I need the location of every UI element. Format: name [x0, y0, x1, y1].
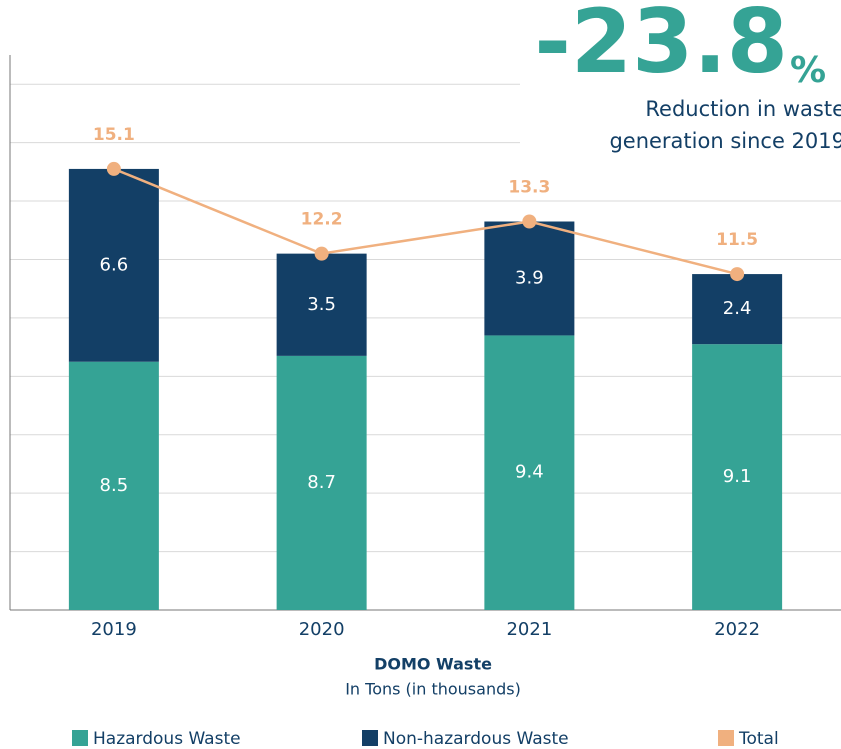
- data-label: 2.4: [723, 298, 752, 319]
- x-tick-label: 2021: [506, 619, 552, 640]
- bar-segment: [276, 253, 367, 356]
- bar-segment: [68, 361, 159, 610]
- legend-swatch: [362, 730, 378, 746]
- total-label: 12.2: [301, 210, 343, 230]
- bar-segment: [484, 221, 575, 336]
- legend-swatch: [718, 730, 734, 746]
- data-label: 3.5: [307, 294, 336, 315]
- legend-swatch: [72, 730, 88, 746]
- data-label: 9.4: [515, 462, 544, 483]
- data-label: 8.7: [307, 472, 336, 493]
- legend-label: Hazardous Waste: [93, 729, 241, 749]
- x-tick-label: 2022: [714, 619, 760, 640]
- x-tick-label: 2020: [299, 619, 345, 640]
- data-label: 8.5: [100, 475, 129, 496]
- bar-segment: [692, 344, 783, 610]
- x-axis-label: DOMO Waste: [374, 655, 492, 674]
- annotation-text: Reduction in waste: [645, 97, 841, 121]
- annotation-text: generation since 2019: [609, 129, 841, 153]
- annotation-bg: [520, 0, 841, 170]
- total-point: [522, 214, 537, 229]
- bar-segment: [692, 274, 783, 345]
- total-line: [113, 167, 738, 276]
- data-label: 9.1: [723, 466, 752, 487]
- total-label: 11.5: [716, 230, 758, 250]
- bar-segment: [484, 335, 575, 610]
- x-tick-label: 2019: [91, 619, 137, 640]
- total-label: 15.1: [93, 125, 135, 145]
- total-point: [314, 246, 329, 261]
- total-point: [106, 161, 121, 176]
- data-label: 6.6: [100, 254, 129, 275]
- bar-segment: [68, 168, 159, 362]
- legend-label: Total: [738, 729, 779, 749]
- annotation-headline: -23.8: [534, 0, 788, 93]
- total-point: [730, 267, 745, 282]
- data-label: 3.9: [515, 267, 544, 288]
- total-label: 13.3: [508, 178, 550, 198]
- bar-segment: [276, 355, 367, 610]
- legend-label: Non-hazardous Waste: [383, 729, 569, 749]
- x-axis-sublabel: In Tons (in thousands): [345, 680, 521, 699]
- annotation-unit: %: [790, 50, 826, 91]
